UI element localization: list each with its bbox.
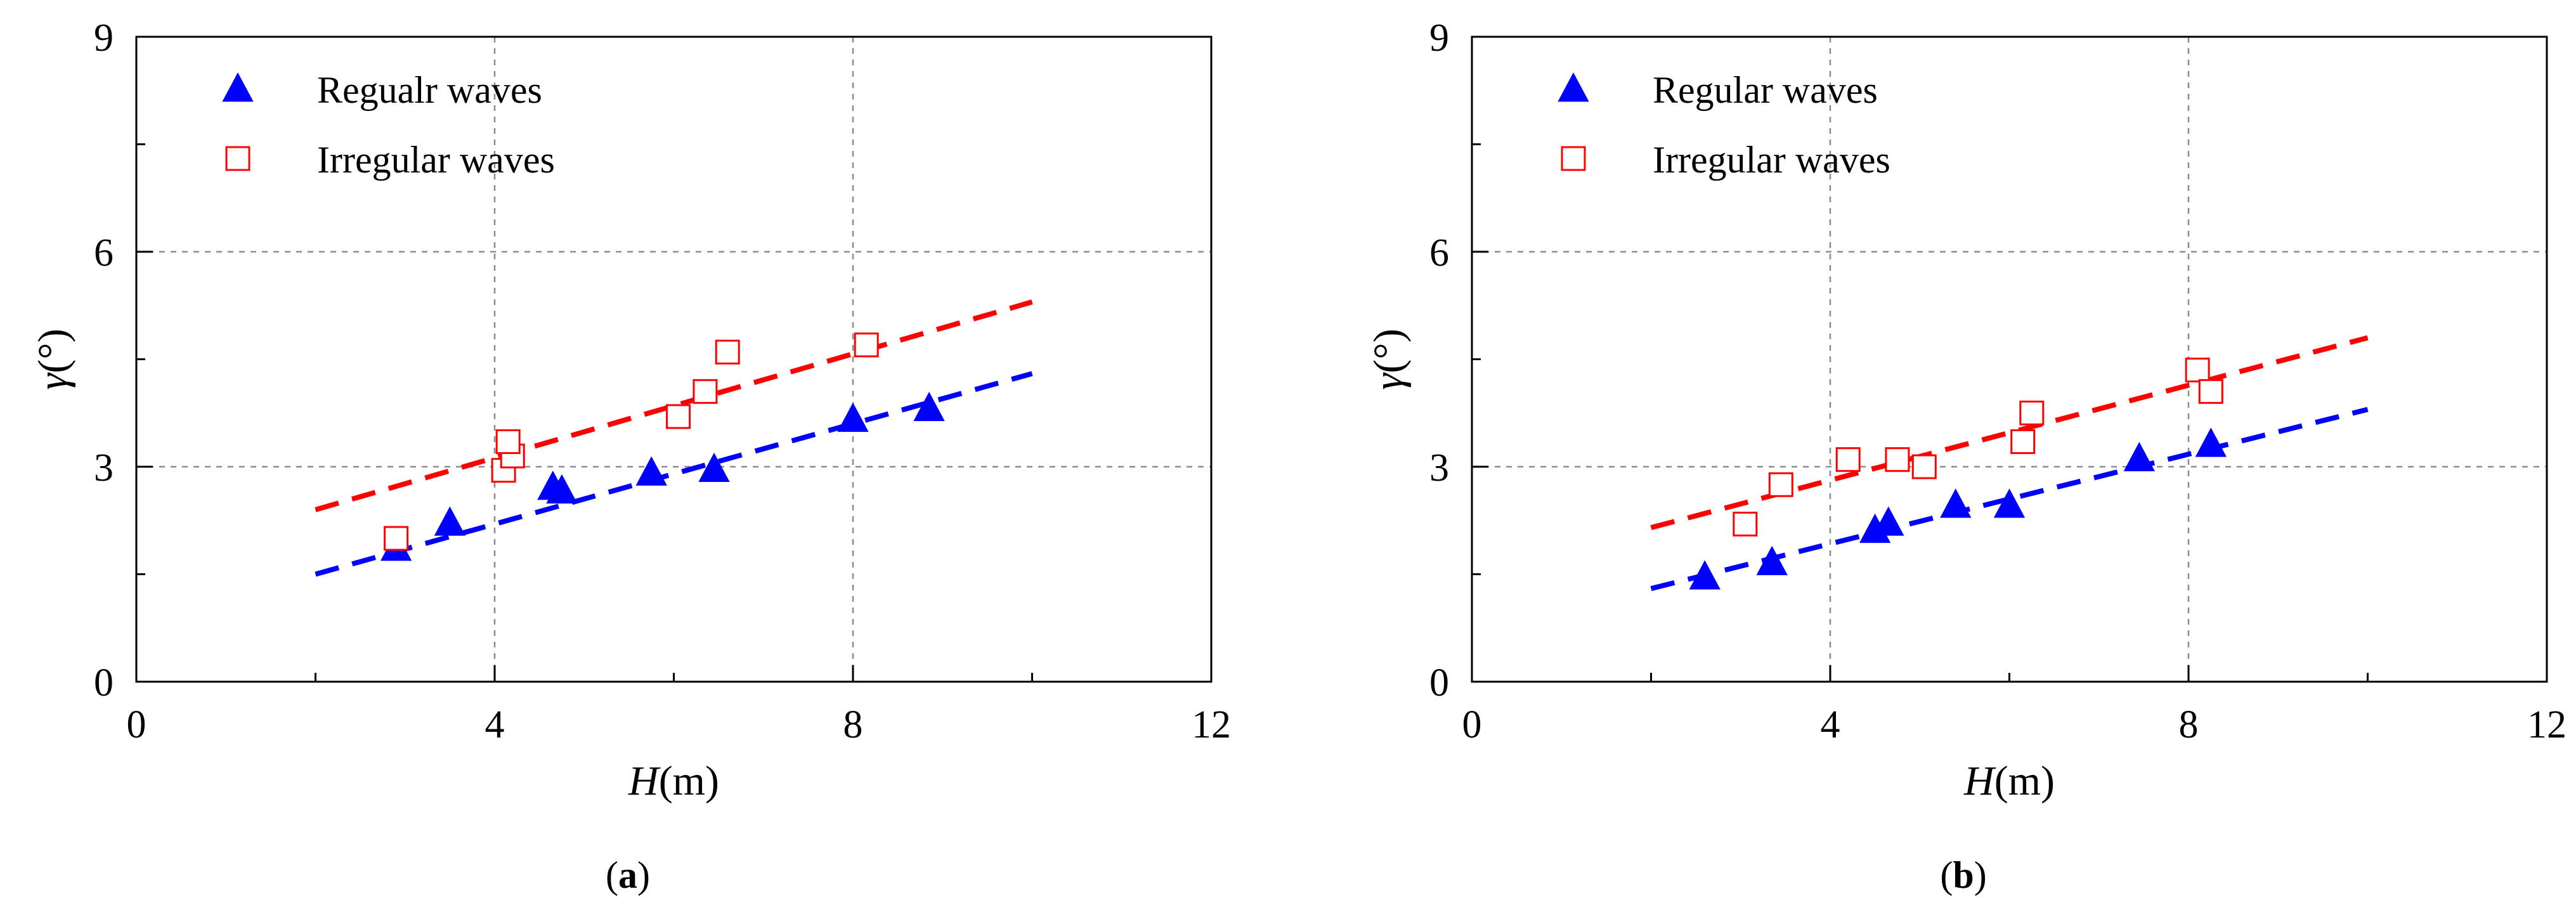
x-tick-label: 12: [2527, 703, 2566, 746]
data-point: [1911, 454, 1937, 479]
panel-label-letter: b: [1953, 854, 1974, 896]
series-regular: [315, 371, 1033, 577]
x-tick-label: 0: [1462, 703, 1482, 746]
data-point: [1835, 447, 1861, 472]
y-tick-label: 9: [1429, 16, 1449, 60]
y-tick-label: 0: [1429, 661, 1449, 705]
data-point: [2010, 429, 2036, 454]
data-point: [666, 404, 691, 429]
data-point: [495, 429, 521, 454]
data-point: [2123, 441, 2155, 472]
legend-label: Irregular waves: [1653, 139, 1890, 181]
chart-panel-a: 0 4 8 12 0 3 6 9 H(m) γ(°) Regualr waves Irregular …: [30, 16, 1231, 896]
data-point: [715, 339, 740, 365]
data-point: [1940, 488, 1972, 518]
x-tick-label: 4: [485, 703, 505, 746]
data-point: [635, 456, 667, 486]
x-tick-label: 4: [1821, 703, 1840, 746]
y-tick-label: 3: [94, 446, 114, 490]
panel-label-close: ): [637, 854, 650, 896]
panel-label: (b): [1940, 854, 1986, 896]
x-axis-symbol: H: [1963, 758, 1996, 804]
data-point: [1768, 472, 1793, 497]
data-point: [698, 452, 730, 483]
x-axis-unit: (m): [1994, 758, 2055, 804]
data-point: [1885, 447, 1910, 472]
x-axis-label: H(m): [1963, 758, 2055, 804]
data-point: [854, 332, 879, 358]
x-axis-label: H(m): [628, 758, 719, 804]
legend-label: Irregular waves: [317, 139, 555, 181]
y-tick-label: 6: [94, 231, 114, 275]
y-axis-unit: (°): [30, 328, 76, 373]
x-tick-label: 12: [1192, 703, 1231, 746]
data-point: [434, 506, 466, 536]
trend-line: [315, 371, 1033, 577]
legend-marker-regular: [1558, 72, 1589, 102]
plot-frame: [135, 36, 1213, 683]
series-irregular: [1650, 335, 2369, 536]
x-tick-label: 0: [127, 703, 146, 746]
series-irregular: [315, 299, 1033, 551]
y-tick-label: 6: [1429, 231, 1449, 275]
y-tick-label: 9: [94, 16, 114, 60]
data-point: [693, 379, 718, 404]
legend-marker-irregular: [1561, 146, 1586, 171]
data-point: [2019, 400, 2045, 426]
y-axis-unit: (°): [1365, 328, 1412, 373]
x-axis-symbol: H: [628, 758, 661, 804]
data-point: [2198, 379, 2223, 404]
data-point: [1733, 511, 1758, 536]
legend-label: Regular waves: [1653, 69, 1878, 111]
panel-label-close: ): [1974, 854, 1987, 896]
y-axis-symbol: γ: [30, 372, 76, 390]
data-point: [837, 402, 869, 432]
plot-frame: [1471, 36, 2548, 683]
y-axis-label: γ(°): [30, 328, 76, 389]
panel-label-open: (: [1940, 854, 1953, 896]
data-point: [546, 474, 578, 504]
y-tick-label: 3: [1429, 446, 1449, 490]
panel-label-letter: a: [618, 854, 637, 896]
data-point: [1873, 506, 1904, 536]
data-point: [1689, 560, 1721, 590]
data-point: [1756, 545, 1788, 575]
data-point: [1993, 488, 2026, 518]
x-tick-label: 8: [2179, 703, 2199, 746]
data-point: [913, 391, 945, 421]
x-axis-unit: (m): [659, 758, 719, 804]
chart-panel-b: 0 4 8 12 0 3 6 9 H(m) γ(°) Regular waves Irregular …: [1365, 16, 2566, 896]
trend-line: [315, 299, 1033, 512]
data-point: [2185, 357, 2210, 382]
legend-label: Regualr waves: [317, 69, 542, 111]
x-tick-label: 8: [843, 703, 863, 746]
y-tick-label: 0: [94, 661, 114, 705]
y-axis-label: γ(°): [1365, 328, 1412, 389]
panel-label: (a): [606, 854, 650, 896]
series-regular: [1650, 406, 2369, 591]
data-point: [384, 526, 409, 551]
legend-marker-irregular: [225, 146, 250, 171]
legend-marker-regular: [222, 72, 254, 102]
panel-label-open: (: [606, 854, 618, 896]
data-point: [2195, 427, 2227, 457]
y-axis-symbol: γ: [1365, 372, 1412, 390]
